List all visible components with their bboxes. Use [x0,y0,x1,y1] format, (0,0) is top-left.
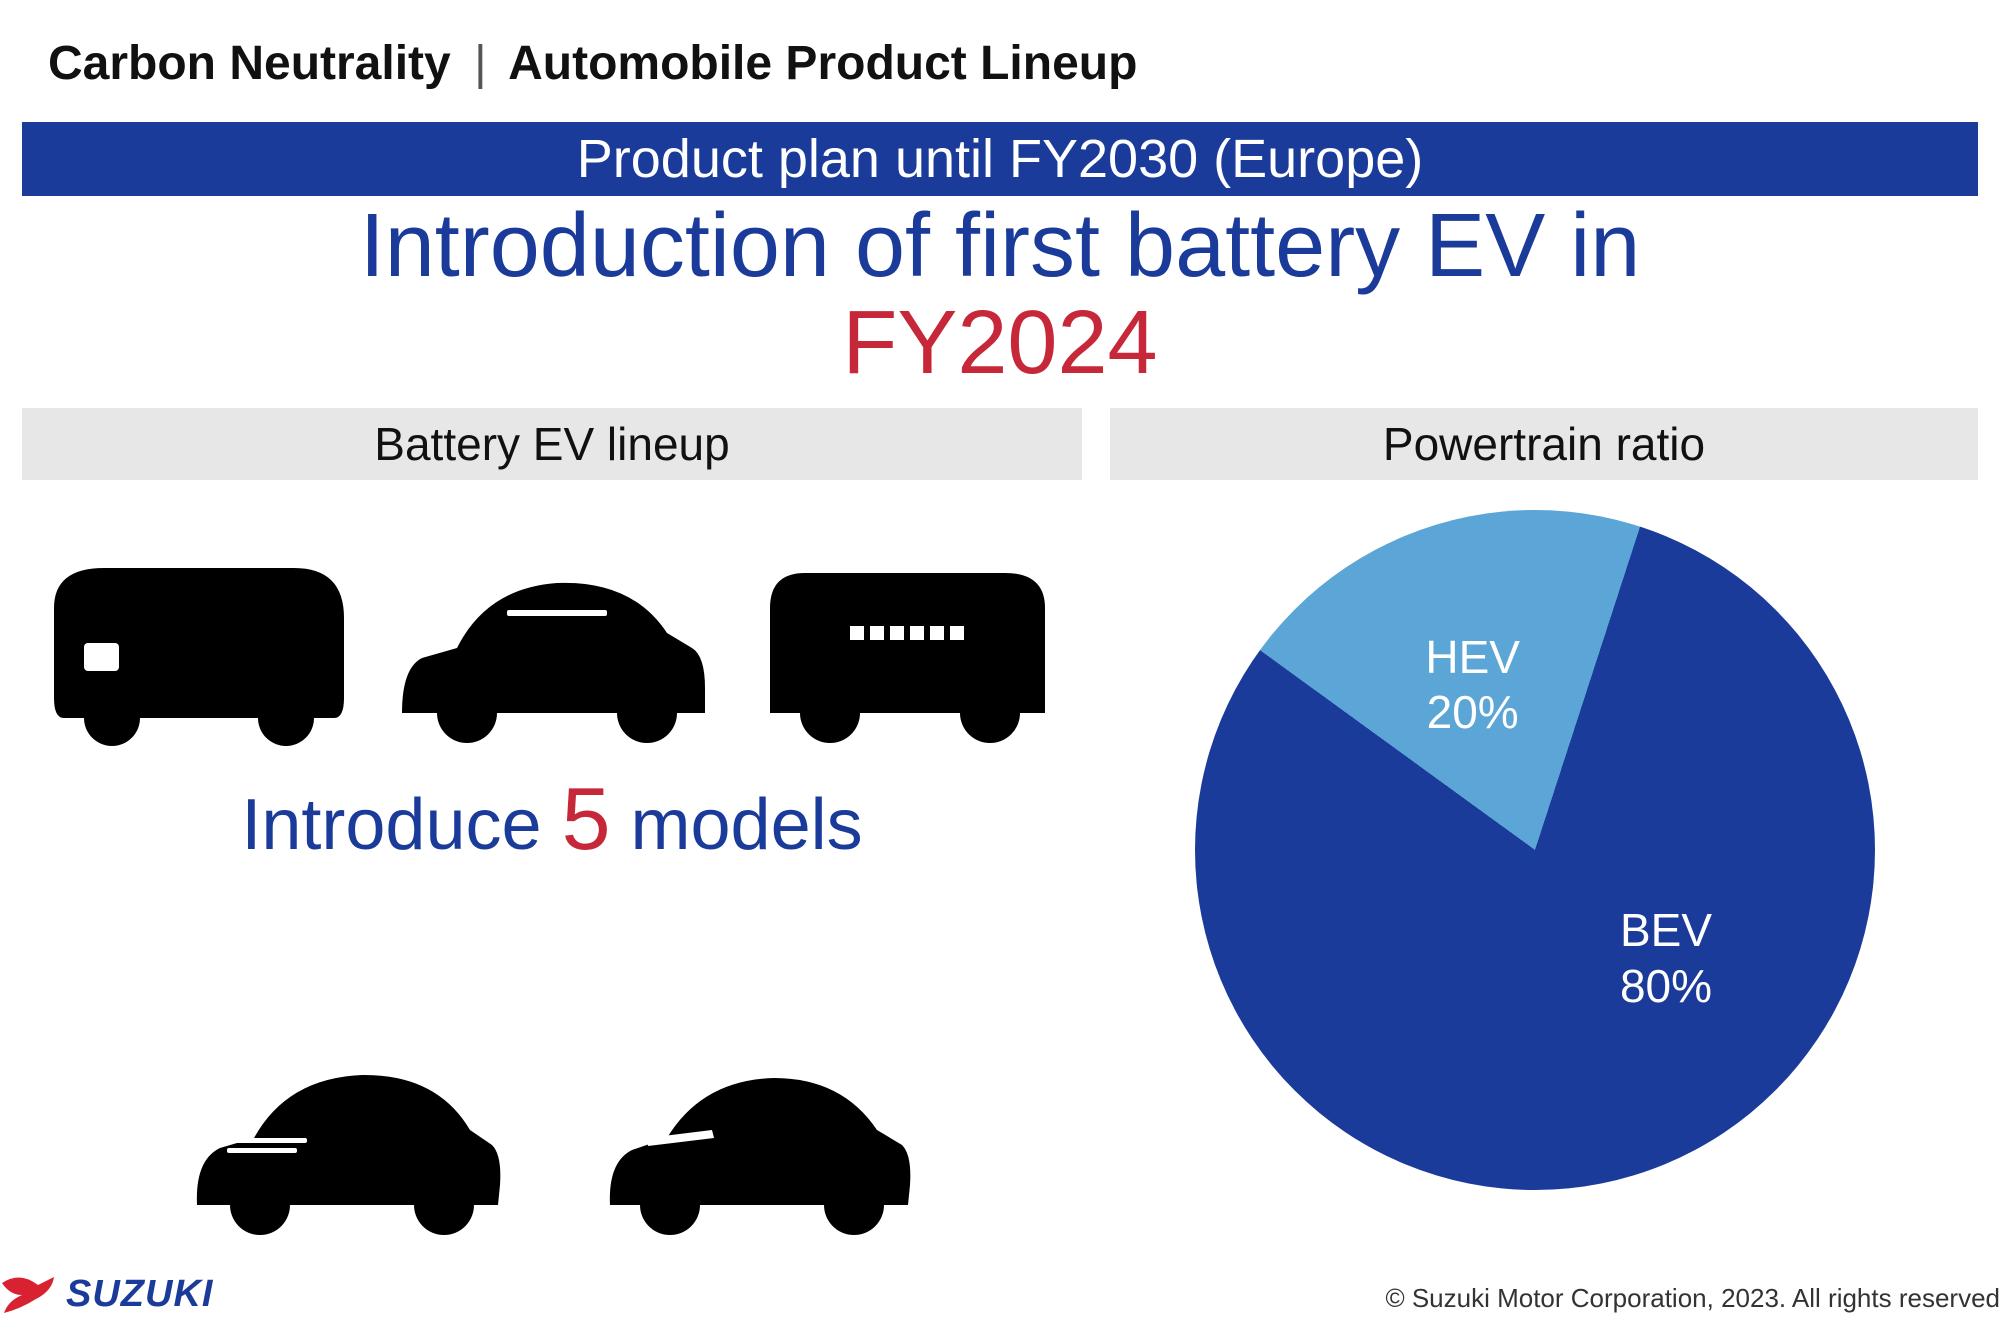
pie-slice-label-hev: HEV 20% [1425,630,1520,740]
lineup-row-1 [22,488,1082,748]
headline-accent: FY2024 [842,293,1157,393]
section-label-lineup: Battery EV lineup [22,408,1082,480]
copyright-text: © Suzuki Motor Corporation, 2023. All ri… [1385,1283,2000,1314]
introduce-models-text: Introduce 5 models [22,768,1082,870]
introduce-pre: Introduce [241,785,541,865]
section-label-lineup-text: Battery EV lineup [374,418,729,470]
ev-lineup: Introduce 5 models [22,488,1082,1240]
pie-bev-name: BEV [1620,904,1712,956]
brand-name: SUZUKI [66,1273,213,1316]
section-label-ratio: Powertrain ratio [1110,408,1978,480]
vehicle-silhouette-suv-large [192,1030,502,1240]
pie-graphic: HEV 20% BEV 80% [1195,510,1875,1190]
brand-logo: SUZUKI [0,1273,213,1316]
vehicle-silhouette-crossover [602,1030,912,1240]
suzuki-mark-icon [0,1275,56,1315]
lineup-row-2 [22,980,1082,1240]
introduce-post: models [631,785,863,865]
headline: Introduction of first battery EV in FY20… [0,198,2000,392]
pie-hev-name: HEV [1425,631,1520,683]
vehicle-silhouette-offroad-box [750,538,1060,748]
pie-slice-label-bev: BEV 80% [1620,903,1712,1013]
plan-banner: Product plan until FY2030 (Europe) [22,122,1978,196]
title-separator: | [474,37,486,90]
section-label-ratio-text: Powertrain ratio [1383,418,1705,470]
pie-bev-pct: 80% [1620,960,1712,1012]
vehicle-silhouette-suv-mid [397,538,707,748]
title-part2: Automobile Product Lineup [508,37,1137,90]
vehicle-silhouette-kei-van [44,538,354,748]
headline-line1: Introduction of first battery EV in [360,196,1641,296]
introduce-count: 5 [562,769,611,868]
plan-banner-text: Product plan until FY2030 (Europe) [577,129,1424,189]
page-title: Carbon Neutrality | Automobile Product L… [48,36,1137,91]
title-part1: Carbon Neutrality [48,37,451,90]
powertrain-pie-chart: HEV 20% BEV 80% [1120,510,1950,1230]
pie-hev-pct: 20% [1427,686,1519,738]
